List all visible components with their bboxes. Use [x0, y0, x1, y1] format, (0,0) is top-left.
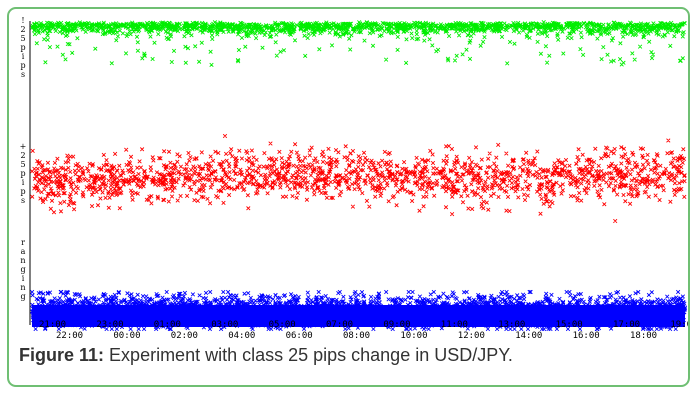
series-ranging [29, 289, 688, 332]
series-markers-+25pips [29, 133, 687, 224]
y-axis-labels: ! 2 5 p i p s + 2 5 p i p s r a n g i n g [20, 16, 27, 301]
x-axis-ticks: 21:00 23:00 01:00 03:00 05:00 07:00 09:00 11:00… [39, 320, 688, 339]
data-points [29, 19, 688, 332]
x-tick-upper-6: 09:00 [383, 320, 410, 330]
scatter-chart: ! 2 5 p i p s + 2 5 p i p s r a n g i n g 21:00 23:00 01:00 03:… [20, 16, 688, 339]
category-label-0: ! 2 5 p i p s [20, 16, 25, 79]
x-tick-upper-7: 11:00 [441, 320, 468, 330]
x-tick-lower-6: 10:00 [400, 331, 427, 339]
x-tick-upper-10: 17:00 [613, 320, 640, 330]
x-tick-upper-9: 15:00 [556, 320, 583, 330]
category-label-1: +2 5 p i p s [20, 142, 27, 205]
series-markers-!25pips [30, 19, 687, 68]
x-tick-lower-4: 06:00 [286, 331, 313, 339]
figure-panel: ! 2 5 p i p s +2 5 p i p s r a n g i n g 21:00 23:00 01:00 03:… [7, 7, 690, 387]
figure-caption: Figure 11: Experiment with class 25 pips… [19, 345, 513, 366]
x-tick-lower-11: 20:00 [687, 331, 688, 339]
x-tick-lower-5: 08:00 [343, 331, 370, 339]
x-tick-lower-7: 12:00 [458, 331, 485, 339]
x-tick-upper-11: 19:00 [670, 320, 688, 330]
x-tick-upper-8: 13:00 [498, 320, 525, 330]
caption-label: Figure 11: [19, 345, 105, 365]
x-tick-upper-1: 23:00 [96, 320, 123, 330]
x-tick-upper-0: 21:00 [39, 320, 66, 330]
x-tick-lower-8: 14:00 [515, 331, 542, 339]
x-tick-lower-2: 02:00 [171, 331, 198, 339]
x-tick-lower-10: 18:00 [630, 331, 657, 339]
series-!25pips [30, 19, 687, 68]
series-markers-ranging [29, 289, 688, 332]
x-tick-lower-0: 22:00 [56, 331, 83, 339]
x-tick-upper-5: 07:00 [326, 320, 353, 330]
series-+25pips [29, 133, 687, 224]
x-tick-upper-3: 03:00 [211, 320, 238, 330]
x-tick-lower-3: 04:00 [228, 331, 255, 339]
x-tick-upper-2: 01:00 [154, 320, 181, 330]
x-tick-upper-4: 05:00 [269, 320, 296, 330]
x-tick-lower-1: 00:00 [113, 331, 140, 339]
x-tick-lower-9: 16:00 [573, 331, 600, 339]
caption-text: Experiment with class 25 pips change in … [109, 345, 513, 365]
